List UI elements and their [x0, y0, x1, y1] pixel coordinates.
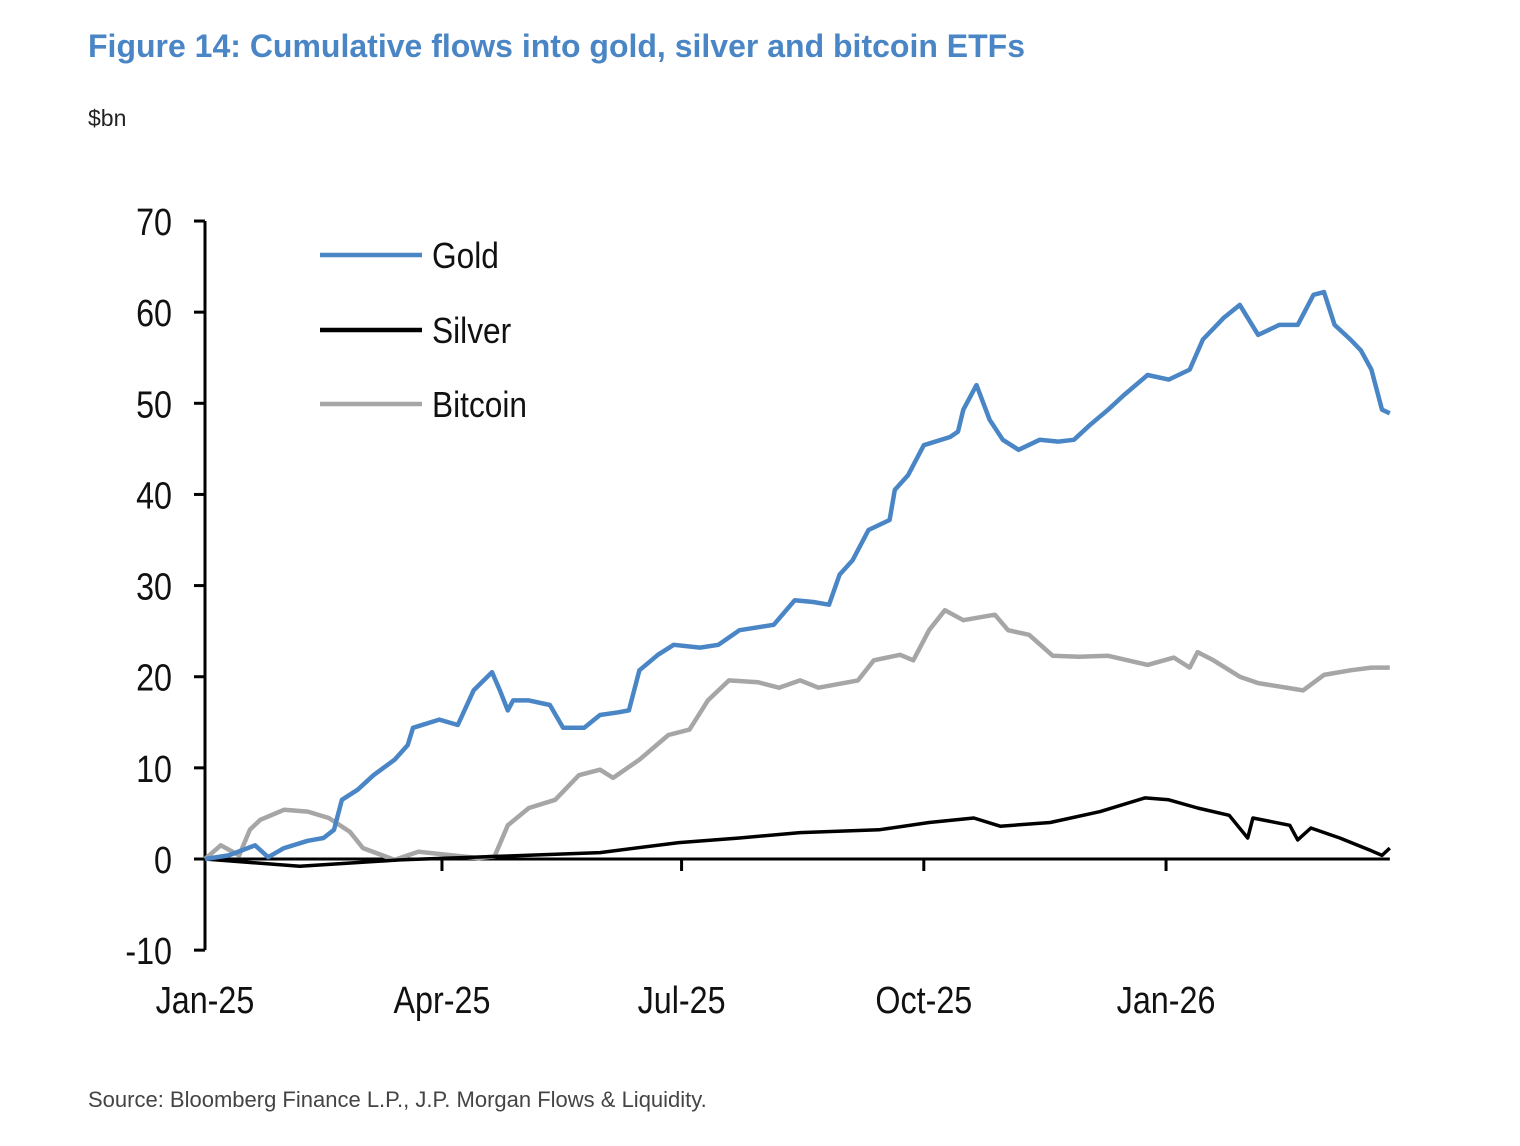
series-lines	[203, 289, 1391, 869]
axes: 70 60 50 40 30 20 10 0 -10 Jan-25 Apr-25 Jul-25 Oct-…	[125, 202, 1390, 1022]
y-tick-label: 30	[136, 566, 172, 608]
legend-label-silver: Silver	[432, 311, 511, 351]
legend-label-gold: Gold	[432, 236, 499, 276]
x-tick-label: Oct-25	[875, 980, 972, 1022]
x-tick-label: Apr-25	[394, 980, 491, 1022]
series-line-silver	[204, 796, 1391, 869]
y-tick-label: 20	[136, 657, 172, 699]
series-line-bitcoin	[203, 607, 1390, 863]
source-note: Source: Bloomberg Finance L.P., J.P. Mor…	[88, 1087, 707, 1112]
legend-label-bitcoin: Bitcoin	[432, 385, 527, 425]
y-tick-label: 50	[136, 384, 172, 426]
y-tick-label: 40	[136, 475, 172, 517]
series-line-gold	[204, 289, 1391, 862]
y-tick-label: -10	[125, 931, 172, 973]
legend: Gold Silver Bitcoin	[320, 236, 527, 425]
x-tick-label: Jan-26	[1117, 980, 1216, 1022]
x-tick-label: Jul-25	[638, 980, 726, 1022]
y-axis-unit: $bn	[88, 105, 127, 131]
y-tick-label: 0	[154, 840, 172, 882]
chart-title: Figure 14: Cumulative flows into gold, s…	[88, 28, 1025, 64]
y-tick-label: 60	[136, 293, 172, 335]
y-tick-label: 70	[136, 202, 172, 244]
x-tick-label: Jan-25	[156, 980, 255, 1022]
y-tick-label: 10	[136, 748, 172, 790]
